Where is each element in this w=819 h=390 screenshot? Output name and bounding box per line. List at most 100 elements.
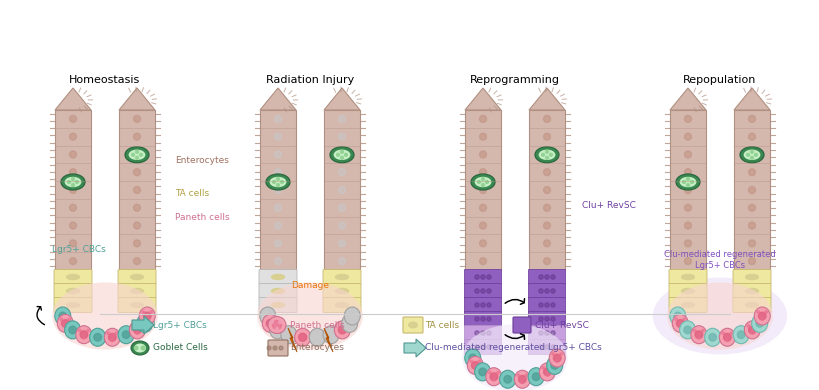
Circle shape — [722, 333, 731, 341]
Circle shape — [338, 115, 345, 122]
Circle shape — [133, 222, 140, 229]
Circle shape — [267, 346, 270, 350]
Circle shape — [683, 326, 690, 334]
Circle shape — [684, 169, 690, 176]
Circle shape — [550, 362, 558, 369]
Circle shape — [141, 319, 148, 327]
Circle shape — [270, 321, 274, 323]
Circle shape — [479, 133, 486, 140]
Circle shape — [686, 177, 689, 181]
Circle shape — [474, 289, 478, 293]
Circle shape — [469, 360, 472, 363]
Circle shape — [684, 133, 690, 140]
Ellipse shape — [129, 150, 145, 160]
Polygon shape — [324, 88, 360, 110]
Circle shape — [543, 115, 550, 122]
Circle shape — [344, 153, 347, 156]
Circle shape — [543, 204, 550, 211]
Circle shape — [550, 289, 554, 293]
Ellipse shape — [680, 274, 695, 280]
Circle shape — [133, 204, 140, 211]
Circle shape — [545, 374, 548, 376]
Circle shape — [748, 240, 754, 247]
Ellipse shape — [129, 274, 144, 280]
Polygon shape — [55, 88, 91, 110]
Circle shape — [133, 133, 140, 140]
Circle shape — [543, 222, 550, 229]
Ellipse shape — [129, 302, 144, 308]
Circle shape — [684, 258, 690, 264]
Circle shape — [486, 317, 491, 321]
Circle shape — [133, 151, 140, 158]
Circle shape — [111, 339, 114, 342]
Circle shape — [479, 186, 486, 193]
Ellipse shape — [104, 328, 120, 346]
Circle shape — [708, 333, 716, 341]
Ellipse shape — [499, 370, 515, 388]
Circle shape — [697, 337, 699, 339]
Circle shape — [480, 331, 485, 335]
Circle shape — [274, 115, 281, 122]
Ellipse shape — [329, 147, 354, 163]
Circle shape — [550, 331, 554, 335]
Circle shape — [479, 115, 486, 122]
Ellipse shape — [344, 307, 360, 325]
Circle shape — [474, 331, 478, 335]
Circle shape — [684, 151, 690, 158]
Ellipse shape — [672, 314, 687, 332]
Text: Lgr5+ CBCs: Lgr5+ CBCs — [52, 245, 106, 255]
Circle shape — [68, 318, 70, 321]
Circle shape — [480, 303, 485, 307]
Circle shape — [59, 312, 66, 320]
FancyBboxPatch shape — [268, 340, 287, 356]
Circle shape — [550, 345, 554, 349]
Circle shape — [67, 181, 70, 184]
Circle shape — [545, 150, 548, 153]
Polygon shape — [404, 339, 426, 357]
Circle shape — [471, 362, 478, 369]
Circle shape — [479, 151, 486, 158]
Circle shape — [524, 374, 527, 377]
Ellipse shape — [527, 368, 544, 386]
Circle shape — [543, 151, 550, 158]
Circle shape — [474, 275, 478, 279]
Ellipse shape — [55, 307, 70, 325]
Circle shape — [722, 332, 724, 335]
Circle shape — [538, 303, 542, 307]
Circle shape — [684, 115, 690, 122]
Text: Radiation Injury: Radiation Injury — [265, 75, 354, 85]
Circle shape — [538, 345, 542, 349]
Circle shape — [480, 289, 485, 293]
Circle shape — [479, 240, 486, 247]
FancyBboxPatch shape — [118, 298, 156, 312]
Ellipse shape — [131, 341, 149, 355]
Circle shape — [674, 318, 676, 321]
Circle shape — [748, 204, 754, 211]
Ellipse shape — [129, 321, 145, 339]
Circle shape — [749, 150, 753, 153]
Ellipse shape — [546, 356, 562, 374]
Ellipse shape — [309, 328, 325, 346]
Circle shape — [107, 332, 110, 335]
Circle shape — [543, 258, 550, 264]
Circle shape — [748, 115, 754, 122]
Ellipse shape — [61, 174, 85, 190]
Ellipse shape — [753, 307, 769, 325]
FancyBboxPatch shape — [323, 284, 360, 298]
Circle shape — [748, 258, 754, 264]
Ellipse shape — [270, 302, 285, 308]
Ellipse shape — [334, 288, 349, 294]
Circle shape — [486, 275, 491, 279]
Polygon shape — [528, 88, 564, 110]
Circle shape — [532, 373, 539, 381]
Text: Clu+ RevSC: Clu+ RevSC — [581, 200, 635, 209]
FancyBboxPatch shape — [464, 326, 501, 340]
Circle shape — [488, 371, 491, 374]
Bar — [119, 110, 155, 270]
Circle shape — [541, 153, 544, 156]
Circle shape — [686, 184, 689, 186]
Text: Clu+ RevSC: Clu+ RevSC — [534, 321, 588, 330]
Text: Goblet Cells: Goblet Cells — [153, 344, 207, 353]
Ellipse shape — [129, 288, 144, 294]
Circle shape — [70, 133, 76, 140]
